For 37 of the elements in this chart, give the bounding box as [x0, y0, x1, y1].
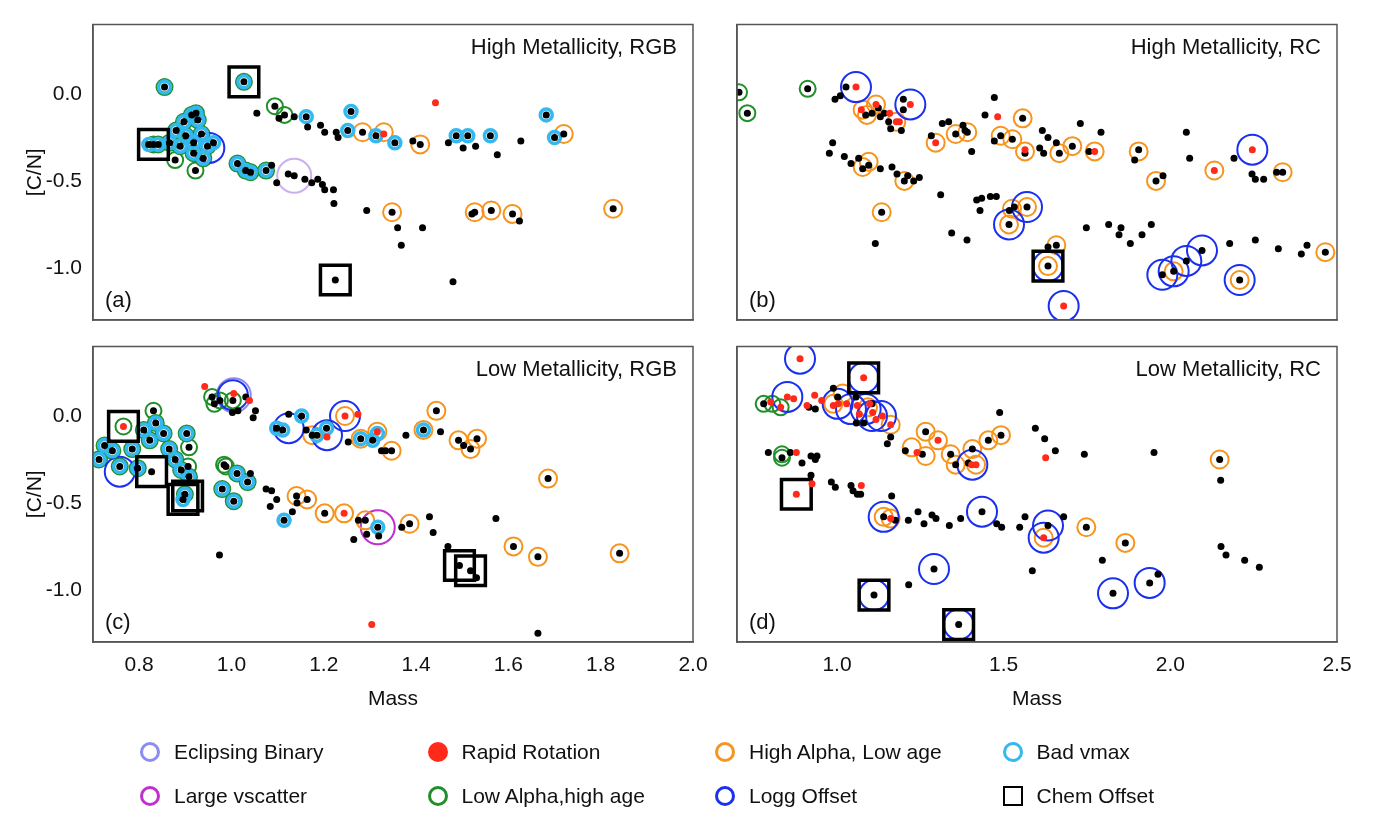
y-tick-label: -0.5 [45, 489, 82, 513]
legend-label: Low Alpha,high age [461, 784, 645, 808]
y-axis-title: [C/N] [22, 470, 46, 519]
x-tick-label: 1.0 [822, 652, 852, 676]
legend-label: High Alpha, Low age [749, 740, 942, 764]
y-tick-label: -1.0 [45, 576, 82, 600]
x-tick-label: 2.5 [1322, 652, 1352, 676]
legend-label: Logg Offset [749, 784, 858, 808]
legend-label: Chem Offset [1036, 784, 1154, 808]
x-tick-label: 1.0 [216, 652, 247, 676]
x-tick-label: 1.8 [586, 652, 616, 676]
x-tick-label: 1.5 [989, 652, 1019, 676]
legend-label: Rapid Rotation [461, 740, 601, 764]
x-axis-title: Mass [1011, 686, 1063, 710]
text: Low Metallicity, RGB [475, 355, 677, 381]
y-tick-label: 0.0 [52, 402, 82, 426]
annotation: (c) [105, 609, 131, 635]
y-tick-label: -1.0 [45, 254, 82, 278]
x-tick-label: 1.2 [309, 652, 339, 676]
legend-label: Bad vmax [1036, 740, 1130, 764]
annotation: (b) [749, 287, 776, 313]
x-tick-label: 2.0 [1155, 652, 1185, 676]
text: High Metallicity, RC [1130, 33, 1322, 59]
text: Low Metallicity, RC [1135, 355, 1322, 381]
x-tick-label: 2.0 [678, 652, 708, 676]
text: High Metallicity, RGB [470, 33, 677, 59]
legend-label: Eclipsing Binary [174, 740, 324, 764]
y-axis-title: [C/N] [22, 148, 46, 197]
x-tick-label: 0.8 [124, 652, 154, 676]
y-tick-label: 0.0 [52, 80, 82, 104]
legend-label: Large vscatter [174, 784, 308, 808]
annotation: (a) [105, 287, 132, 313]
y-tick-label: -0.5 [45, 167, 82, 191]
annotation: (d) [749, 609, 776, 635]
x-axis-title: Mass [367, 686, 419, 710]
x-tick-label: 1.6 [493, 652, 523, 676]
x-tick-label: 1.4 [401, 652, 431, 676]
